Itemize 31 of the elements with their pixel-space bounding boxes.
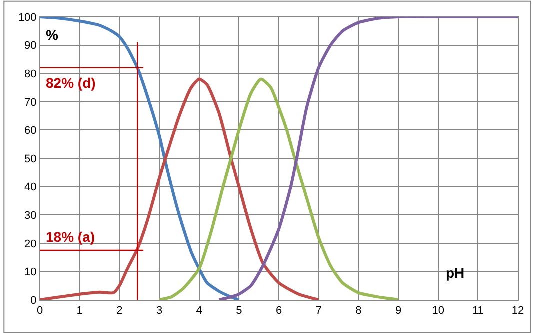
y-tick-label: 20: [24, 238, 37, 250]
x-tick-label: 2: [116, 305, 123, 318]
line-series: [40, 17, 241, 300]
y-tick-label: 0: [30, 294, 37, 307]
y-tick-label: 80: [24, 68, 37, 80]
ref-line-label: 82% (d): [46, 75, 96, 91]
y-tick-label: 40: [24, 182, 37, 194]
y-tick-label: 70: [24, 96, 37, 109]
y-tick-label: 30: [24, 210, 37, 222]
y-tick-label: 60: [24, 125, 37, 138]
x-tick-label: 4: [196, 305, 202, 318]
x-tick-label: 3: [156, 305, 163, 318]
x-tick-label: 5: [236, 305, 242, 318]
x-tick-label: 10: [432, 305, 444, 318]
x-tick-label: 8: [356, 305, 362, 318]
y-tick-label: 10: [24, 266, 37, 279]
line-series: [40, 78, 320, 300]
x-tick-label: 7: [316, 305, 322, 318]
y-tick-label: 50: [24, 153, 37, 166]
x-tick-label: 1: [76, 305, 83, 318]
x-axis-title: pH: [446, 265, 465, 281]
x-tick-label: 6: [276, 305, 282, 318]
ref-line-label: 18% (a): [46, 229, 96, 245]
y-axis-title: %: [46, 27, 59, 43]
line-series: [218, 17, 518, 300]
line-series: [158, 78, 400, 300]
y-tick-label: 100: [18, 12, 37, 24]
x-tick-label: 11: [472, 305, 484, 318]
x-tick-label: 12: [512, 305, 524, 318]
y-tick-label: 90: [24, 40, 37, 52]
x-tick-label: 9: [395, 305, 402, 318]
